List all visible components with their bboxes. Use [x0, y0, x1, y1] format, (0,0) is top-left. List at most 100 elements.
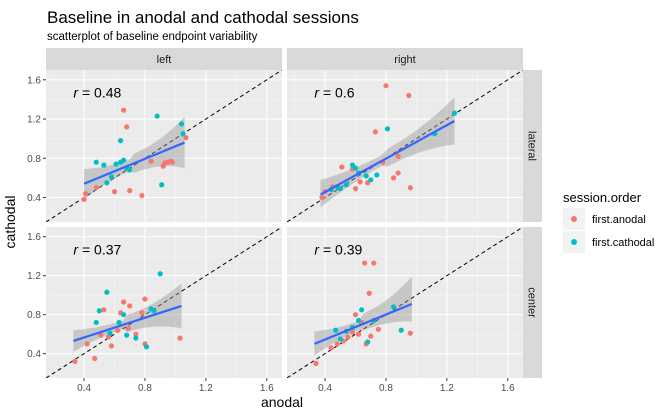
correlation-value: = 0.39 [319, 241, 362, 257]
correlation-value: = 0.6 [319, 85, 355, 101]
strip-center [523, 227, 542, 378]
correlation-value: = 0.37 [78, 241, 121, 257]
data-point-first.anodal [108, 343, 115, 349]
data-point-first.anodal [139, 310, 145, 316]
data-point-first.anodal [121, 299, 127, 305]
data-point-first.cathodal [107, 330, 113, 336]
data-point-first.cathodal [157, 271, 163, 277]
y-tick-label: 0.4 [27, 349, 41, 360]
data-point-first.cathodal [368, 177, 374, 183]
regression-line [319, 120, 456, 196]
identity-line [46, 227, 282, 378]
confidence-band [314, 276, 412, 356]
data-point-first.anodal [127, 188, 133, 194]
data-point-first.anodal [375, 326, 381, 332]
data-point-first.cathodal [374, 172, 380, 178]
data-point-first.anodal [334, 341, 340, 347]
data-point-first.cathodal [116, 319, 122, 326]
legend-label: first.anodal [592, 214, 646, 226]
data-point-first.cathodal [355, 317, 362, 324]
data-point-first.cathodal [363, 173, 369, 179]
data-point-first.anodal [142, 296, 148, 302]
facet-panels: left right lateral center r = 0.48 0.4 0.8 1.2 1… [27, 48, 542, 394]
data-point-first.cathodal [398, 327, 404, 333]
strip-lateral [523, 70, 542, 222]
data-point-first.anodal [368, 333, 374, 339]
data-point-first.anodal [93, 185, 99, 191]
correlation-label: r = 0.48 [73, 85, 121, 101]
data-point-first.anodal [121, 107, 127, 113]
data-point-first.cathodal [390, 304, 397, 310]
data-point-first.cathodal [118, 138, 124, 144]
panel-plot-area [46, 70, 282, 222]
identity-line [46, 70, 282, 222]
data-point-first.anodal [111, 189, 118, 195]
panel-plot-area [46, 227, 282, 378]
legend: first.anodal first.cathodal [563, 208, 654, 253]
data-point-first.anodal [169, 159, 175, 165]
x-tick-label: 1.2 [199, 383, 213, 394]
confidence-band [320, 97, 455, 208]
data-point-first.anodal [345, 334, 351, 340]
data-point-first.cathodal [451, 110, 458, 116]
x-tick-label: 1.6 [501, 383, 515, 394]
data-point-first.cathodal [133, 335, 139, 341]
strip-label-left: left [157, 54, 172, 66]
data-point-first.anodal [383, 83, 389, 89]
data-point-first.anodal [101, 307, 107, 313]
data-point-first.anodal [366, 290, 372, 296]
data-point-first.cathodal [384, 126, 391, 132]
data-point-first.cathodal [104, 289, 110, 295]
data-point-first.cathodal [108, 174, 115, 180]
data-point-first.cathodal [124, 332, 130, 338]
y-tick-label: 0.4 [27, 193, 41, 204]
x-axis-title: anodal [261, 394, 303, 410]
y-tick-label: 0.8 [27, 310, 41, 321]
data-point-first.anodal [406, 92, 412, 99]
panel-plot-area [287, 70, 523, 222]
strip-label-right: right [394, 54, 415, 66]
data-point-first.anodal [328, 345, 334, 351]
y-tick-label: 0.8 [27, 154, 41, 165]
x-tick-label: 0.4 [318, 383, 332, 394]
data-point-first.cathodal [333, 327, 339, 333]
data-point-first.anodal [98, 332, 104, 338]
data-point-first.anodal [177, 335, 183, 341]
panel-left-center: r = 0.37 0.4 0.8 1.2 1.6 0.4 0.8 1.2 1.6 [27, 227, 282, 394]
data-point-first.anodal [139, 192, 145, 199]
data-point-first.anodal [349, 329, 356, 335]
regression-line [83, 141, 185, 185]
x-tick-label: 0.8 [138, 383, 152, 394]
correlation-label: r = 0.37 [73, 241, 121, 257]
data-point-first.anodal [395, 170, 401, 176]
data-point-first.anodal [81, 196, 87, 203]
regression-line [313, 302, 413, 345]
data-point-first.cathodal [343, 182, 349, 188]
data-point-first.cathodal [96, 308, 102, 314]
data-point-first.anodal [390, 175, 397, 181]
legend-title: session.order [563, 190, 642, 205]
data-point-first.cathodal [143, 344, 150, 350]
data-point-first.cathodal [337, 336, 343, 342]
data-point-first.anodal [133, 331, 139, 337]
data-point-first.cathodal [180, 131, 186, 137]
data-point-first.cathodal [178, 121, 185, 127]
data-point-first.cathodal [121, 157, 127, 163]
data-point-first.cathodal [93, 159, 99, 165]
data-point-first.anodal [371, 260, 377, 266]
data-point-first.anodal [105, 334, 112, 340]
data-point-first.anodal [352, 186, 359, 192]
strip-left [46, 48, 282, 70]
data-point-first.anodal [355, 331, 362, 337]
data-point-first.anodal [407, 330, 413, 336]
y-axis-title: cathodal [2, 196, 18, 249]
x-tick-label: 1.6 [260, 383, 274, 394]
data-point-first.anodal [127, 303, 133, 309]
chart-subtitle: scatterplot of baseline endpoint variabi… [47, 31, 258, 43]
panel-right-lateral: r = 0.6 [287, 70, 523, 222]
data-point-first.cathodal [93, 319, 99, 326]
data-point-first.anodal [357, 179, 363, 185]
confidence-band [84, 117, 185, 200]
data-point-first.anodal [148, 158, 154, 164]
data-point-first.cathodal [159, 182, 165, 188]
